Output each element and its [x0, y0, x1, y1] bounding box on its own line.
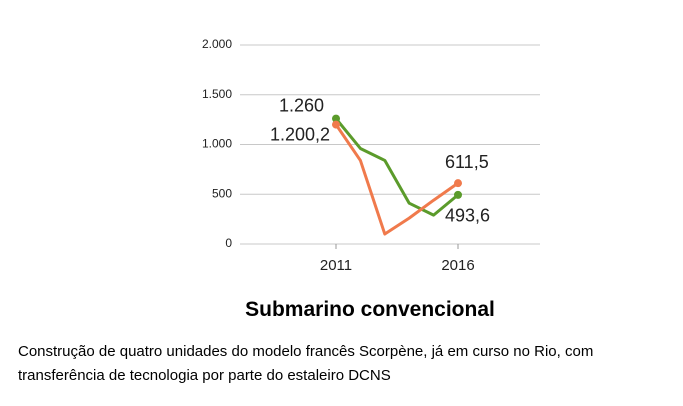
y-tick-label: 500 — [212, 186, 232, 200]
y-tick-label: 0 — [225, 236, 232, 250]
y-tick-label: 1.500 — [202, 87, 232, 101]
x-tick-label: 2011 — [320, 257, 352, 274]
point — [454, 179, 462, 188]
series-line — [334, 117, 459, 217]
chart-title: Submarino convencional — [245, 298, 495, 321]
chart: 0 500 1.000 1.500 2.000 2011 2016 1.260 493,6 1.2… — [202, 37, 540, 274]
y-tick-label: 1.000 — [202, 137, 232, 151]
y-tick-label: 2.000 — [202, 37, 232, 51]
point — [332, 120, 340, 129]
x-tick-label: 2016 — [441, 257, 474, 274]
point — [454, 190, 462, 199]
value-label: 1.260 — [279, 95, 324, 115]
value-label: 611,5 — [445, 152, 489, 172]
value-label: 1.200,2 — [270, 124, 330, 144]
chart-caption: Construção de quatro unidades do modelo … — [18, 343, 594, 384]
value-label: 493,6 — [445, 206, 490, 226]
series-line — [334, 123, 459, 236]
point — [332, 114, 340, 123]
